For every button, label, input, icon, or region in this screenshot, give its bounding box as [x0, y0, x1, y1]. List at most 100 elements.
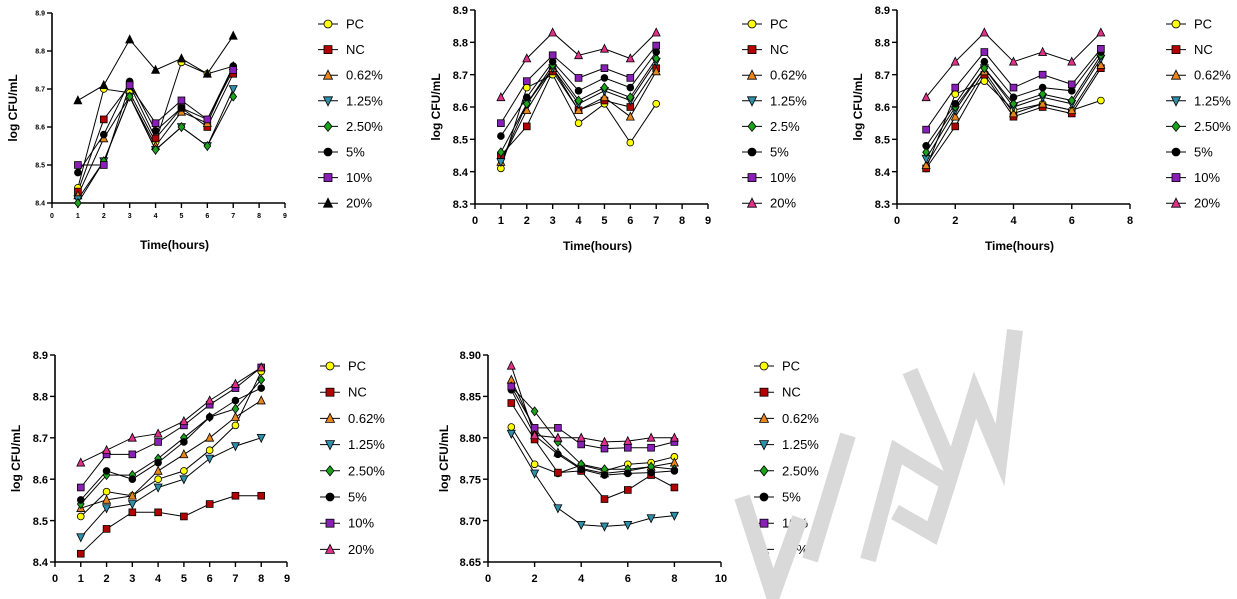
data-point — [746, 197, 758, 208]
data-point — [73, 197, 82, 209]
legend-label: NC — [770, 42, 789, 57]
y-axis-title: log CFU/mL — [429, 73, 443, 140]
x-tick-label: 1 — [78, 573, 84, 585]
data-point — [530, 469, 540, 479]
legend-label: 0.62% — [1194, 68, 1231, 83]
data-point — [600, 74, 609, 82]
data-point — [759, 518, 769, 528]
x-tick-label: 3 — [128, 213, 132, 220]
y-tick-label: 8.5 — [35, 162, 45, 169]
data-point — [548, 57, 557, 66]
data-point — [323, 19, 333, 29]
data-point — [325, 492, 335, 502]
data-point — [179, 449, 189, 459]
x-tick-label: 0 — [50, 213, 54, 220]
data-point — [669, 511, 679, 521]
x-tick-label: 5 — [179, 213, 183, 220]
y-tick-label: 8.8 — [875, 38, 890, 50]
data-point — [325, 361, 335, 371]
x-tick-label: 4 — [578, 573, 585, 585]
chart-2: 8.3 8.4 8.5 8.6 8.7 8.8 8.9 0 1 2 3 4 5 6 7 8 9 Time(hour… — [429, 5, 807, 253]
data-point — [1067, 104, 1077, 115]
x-tick-label: 1 — [76, 213, 80, 220]
y-tick-label: 8.70 — [460, 516, 481, 528]
data-point — [506, 429, 516, 439]
data-point — [522, 104, 532, 115]
data-point — [600, 444, 609, 453]
data-point — [670, 483, 679, 492]
data-point — [747, 173, 757, 183]
data-point — [257, 491, 266, 500]
data-point — [554, 450, 562, 459]
data-point — [154, 508, 162, 517]
data-point — [151, 144, 160, 155]
data-point — [177, 104, 186, 112]
y-tick-label: 8.6 — [33, 474, 48, 486]
data-point — [73, 95, 83, 105]
x-tick-label: 3 — [550, 215, 556, 227]
data-point — [102, 504, 112, 514]
data-point — [322, 96, 334, 107]
data-point — [600, 82, 609, 93]
data-point — [759, 465, 769, 477]
y-tick-label: 8.6 — [35, 124, 45, 131]
x-tick-label: 0 — [894, 215, 900, 227]
x-tick-label: 7 — [232, 573, 238, 585]
data-point — [1067, 80, 1076, 89]
data-point — [626, 92, 635, 103]
legend-label: 1.25% — [782, 437, 819, 452]
data-point — [153, 428, 163, 438]
x-axis-title: Time(hours) — [576, 597, 645, 599]
data-point — [522, 83, 531, 92]
data-point — [530, 430, 540, 440]
series-line — [80, 387, 262, 501]
data-point — [496, 158, 506, 168]
y-tick-label: 8.8 — [35, 48, 45, 55]
y-tick-label: 8.75 — [460, 474, 481, 486]
y-tick-label: 8.4 — [33, 557, 49, 569]
data-point — [127, 500, 137, 510]
data-point — [257, 374, 266, 385]
data-point — [951, 83, 960, 92]
legend-label: PC — [348, 359, 366, 374]
data-point — [758, 440, 770, 451]
y-tick-label: 8.8 — [453, 38, 468, 50]
data-point — [256, 362, 266, 372]
data-point — [646, 432, 656, 442]
data-point — [151, 119, 160, 128]
data-point — [574, 74, 583, 82]
data-point — [980, 63, 989, 74]
data-point — [522, 93, 531, 102]
data-point — [497, 119, 505, 127]
data-point — [1170, 96, 1182, 107]
data-point — [154, 475, 162, 484]
data-point — [647, 443, 655, 452]
data-point — [951, 122, 960, 131]
data-point — [530, 460, 539, 469]
data-point — [626, 83, 635, 92]
data-point — [625, 53, 635, 63]
data-point — [746, 96, 758, 107]
legend-label: 20% — [782, 542, 808, 557]
legend-label: 5% — [346, 145, 365, 160]
x-tick-label: 5 — [601, 215, 607, 227]
data-point — [127, 432, 137, 442]
y-tick-label: 8.7 — [33, 433, 48, 445]
legend-label: 2.50% — [782, 463, 819, 478]
data-point — [577, 465, 585, 474]
data-point — [759, 387, 769, 397]
data-point — [651, 27, 661, 37]
data-point — [921, 92, 931, 102]
data-point — [229, 91, 238, 102]
x-tick-label: 6 — [625, 573, 631, 585]
data-point — [229, 66, 238, 74]
series-line — [80, 379, 262, 505]
legend-label: 0.62% — [348, 411, 385, 426]
data-point — [553, 504, 563, 514]
data-point — [652, 53, 661, 64]
data-point — [228, 30, 238, 40]
legend-label: 5% — [770, 145, 789, 160]
x-tick-label: 3 — [129, 573, 135, 585]
x-tick-label: 2 — [532, 573, 538, 585]
